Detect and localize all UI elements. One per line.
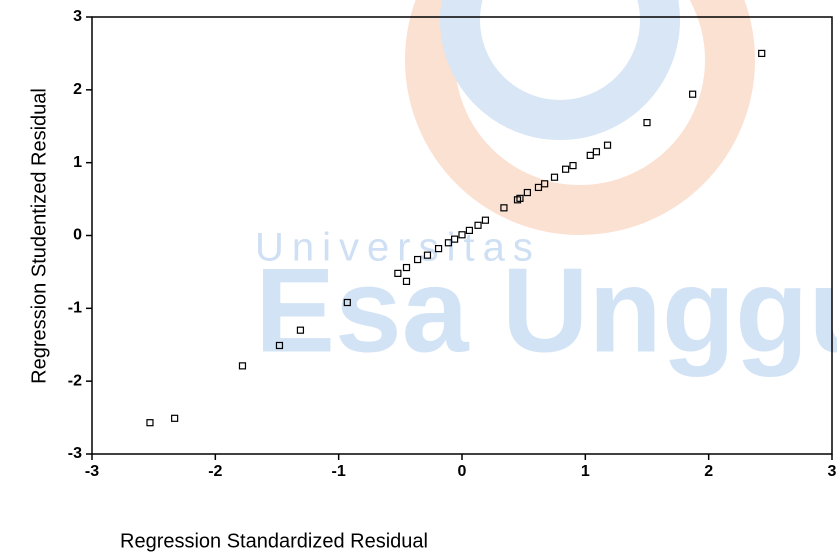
point: [534, 183, 543, 192]
point: [500, 204, 508, 212]
point: [402, 277, 411, 285]
point: [423, 251, 432, 259]
y-axis-label: Regression Studentized Residual: [28, 88, 50, 384]
point: [296, 326, 305, 334]
watermark-text: Esa Unggul: [255, 244, 837, 378]
x-tick-label: 2: [704, 463, 713, 480]
x-tick-label: -2: [208, 463, 222, 480]
point: [451, 235, 459, 243]
point: [523, 188, 531, 197]
point: [146, 419, 154, 427]
point: [275, 341, 284, 350]
y-tick-label: 1: [73, 154, 82, 171]
point: [171, 414, 179, 422]
x-tick-label: 0: [458, 463, 467, 480]
watermark-shapes: [405, 0, 755, 235]
watermark-ring: [405, 0, 755, 235]
y-tick-label: 2: [73, 81, 82, 98]
point: [465, 226, 473, 235]
point: [643, 119, 651, 127]
point: [343, 298, 351, 307]
y-tick-label: 0: [73, 227, 82, 244]
x-tick-label: -1: [332, 463, 346, 480]
point: [444, 239, 453, 247]
point: [414, 255, 422, 264]
point: [561, 165, 570, 173]
y-tick-label: -1: [68, 300, 82, 317]
point: [541, 180, 549, 188]
y-tick-label: 3: [73, 8, 82, 25]
point: [434, 245, 443, 253]
point: [758, 49, 766, 58]
point: [550, 173, 559, 181]
point: [513, 196, 522, 204]
point: [689, 90, 697, 98]
point: [569, 161, 577, 170]
x-axis-label: Regression Standardized Residual: [120, 530, 428, 552]
point: [474, 221, 482, 229]
x-tick-label: -3: [85, 463, 99, 480]
watermark-text: Universitas: [255, 226, 541, 270]
point: [238, 362, 247, 370]
point: [481, 216, 490, 224]
point: [586, 151, 594, 159]
point: [592, 148, 601, 156]
point: [458, 231, 466, 239]
point: [603, 141, 612, 149]
point: [402, 263, 411, 272]
y-tick-label: -2: [68, 372, 82, 389]
x-tick-label: 3: [828, 463, 837, 480]
x-tick-label: 1: [581, 463, 590, 480]
point: [394, 269, 402, 277]
watermark-ring: [440, 0, 680, 140]
y-tick-label: -3: [68, 445, 82, 462]
